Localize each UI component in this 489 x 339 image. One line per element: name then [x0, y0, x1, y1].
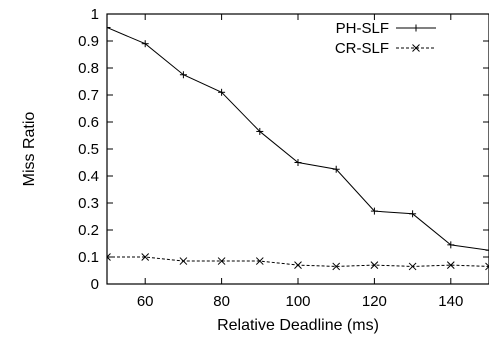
data-point [141, 253, 150, 261]
data-point [256, 127, 264, 135]
data-point [485, 246, 489, 254]
data-point [179, 257, 188, 265]
data-point [141, 40, 149, 48]
axis-ticks: 0 0.1 0.2 0.3 0.4 0.5 0.6 0.7 0.8 0.9 1 60 80 100 120 1… [78, 6, 489, 310]
y-tick-label: 0.2 [78, 222, 99, 239]
y-tick-label: 0.6 [78, 114, 99, 131]
x-tick-label: 80 [213, 293, 230, 310]
y-tick-label: 1 [91, 6, 99, 23]
legend: PH-SLF CR-SLF [335, 20, 436, 57]
y-tick-label: 0.8 [78, 60, 99, 77]
x-tick-label: 60 [137, 293, 154, 310]
x-tick-label: 140 [438, 293, 463, 310]
y-tick-label: 0 [91, 276, 99, 293]
x-axis-label: Relative Deadline (ms) [217, 317, 379, 334]
legend-label: PH-SLF [336, 20, 389, 37]
data-point [217, 257, 226, 265]
data-point [107, 24, 111, 31]
y-axis-label: Miss Ratio [21, 112, 38, 187]
data-point [370, 207, 378, 215]
data-point [294, 159, 302, 166]
y-tick-label: 0.3 [78, 195, 99, 212]
data-point [332, 165, 340, 173]
x-tick-label: 100 [285, 293, 310, 310]
data-point [370, 261, 379, 269]
data-point [485, 262, 489, 271]
y-tick-label: 0.9 [78, 33, 99, 50]
data-point [446, 261, 455, 269]
data-point [218, 88, 226, 96]
data-point [107, 253, 111, 261]
legend-marker [412, 44, 420, 52]
data-point [179, 71, 187, 79]
series-layer [107, 24, 489, 271]
series-line-1 [107, 27, 489, 251]
x-tick-label: 120 [362, 293, 387, 310]
y-tick-label: 0.4 [78, 168, 99, 185]
data-point [447, 241, 455, 249]
data-point [408, 262, 417, 271]
y-tick-label: 0.7 [78, 87, 99, 104]
data-point [409, 210, 417, 218]
legend-label: CR-SLF [335, 40, 389, 57]
y-tick-label: 0.5 [78, 141, 99, 158]
data-point [294, 261, 302, 269]
data-point [255, 257, 264, 265]
y-tick-label: 0.1 [78, 249, 99, 266]
data-point [332, 262, 341, 271]
legend-marker [412, 24, 420, 32]
plot-frame [106, 13, 489, 285]
